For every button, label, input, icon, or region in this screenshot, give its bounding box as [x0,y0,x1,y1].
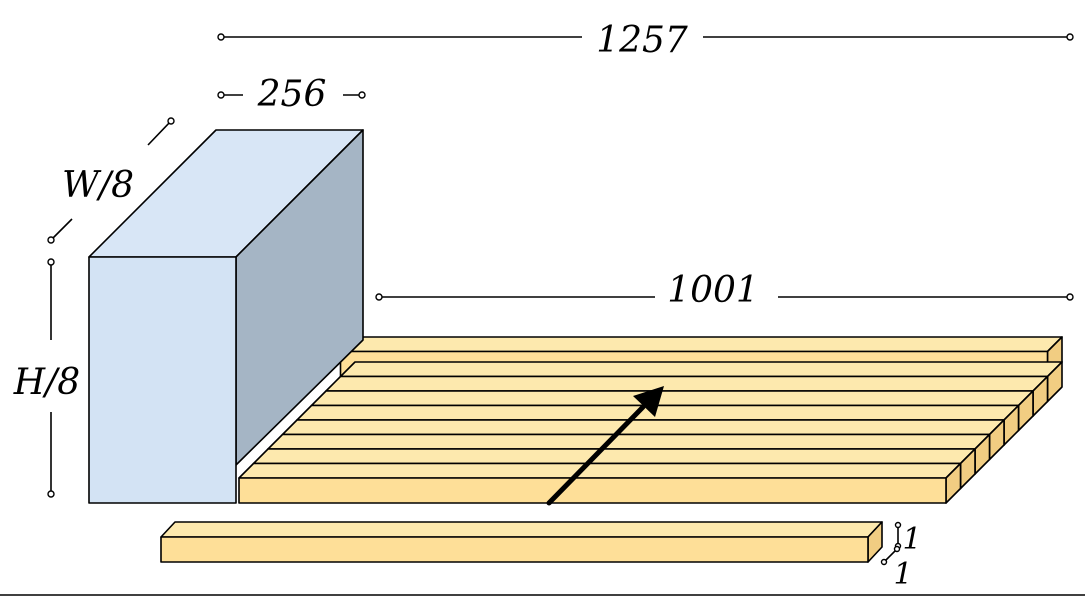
block-width-label: 256 [257,74,327,115]
token-slab-top-face [339,336,1063,353]
token-slab-top-face [281,419,1005,436]
feature-block [88,129,364,504]
token-slab-top-face [252,448,976,465]
block-height-dimension: H/8 [13,258,80,498]
single-token-slab [160,521,883,563]
block-depth-dimension: W/8 [47,117,175,244]
token-slab-stack [238,336,1063,504]
block-front-face [88,256,237,504]
token-slab-top-face [238,462,962,479]
total-width-label: 1257 [596,20,688,61]
token-slab-top-face [267,433,991,450]
total-width-dimension: 1257 [217,20,1074,61]
block-width-dimension: 256 [217,74,366,115]
token-height-label: 1 [902,522,921,557]
sequence-length-label: 1001 [667,270,759,311]
token-height-dimension: 1 [894,521,922,557]
single-slab-top-face [160,521,883,538]
token-slab-top-face [339,361,1063,378]
block-height-label: H/8 [13,362,80,403]
single-slab-front-face [160,536,869,563]
block-depth-label: W/8 [62,165,134,206]
token-slab-top-face [296,404,1020,421]
sequence-length-dimension: 1001 [375,270,1074,311]
token-slab-top-face [325,375,1049,392]
token-depth-dimension: 1 [880,545,913,592]
token-slab-front-face [238,477,947,504]
token-slab-top-face [310,390,1034,407]
direction-arrow [546,386,664,506]
token-depth-label: 1 [893,557,912,592]
